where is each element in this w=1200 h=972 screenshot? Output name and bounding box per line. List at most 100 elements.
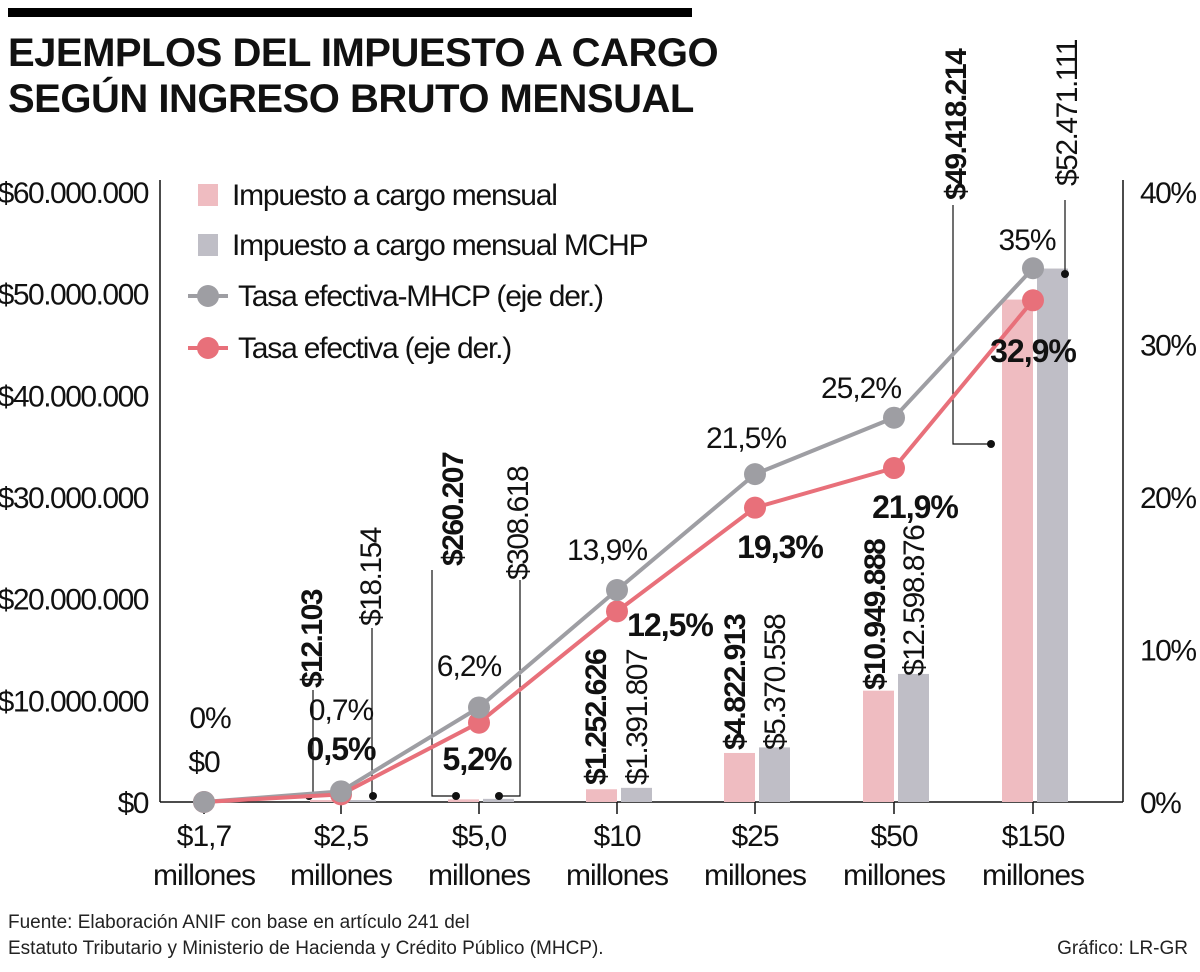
- rate-label-mhcp-3: 13,9%: [567, 534, 647, 567]
- top-rule: [8, 8, 692, 17]
- rate-label-efectiva-6: 32,9%: [990, 333, 1076, 369]
- bar-label-impuesto-2: $260.207: [437, 452, 470, 566]
- point-tasa-efectiva-6: [1022, 289, 1044, 312]
- category-label-0: $1,7: [177, 820, 232, 853]
- rate-label-mhcp-5: 25,2%: [821, 372, 901, 405]
- legend-swatch-impuesto: [198, 184, 218, 206]
- right-tick-label-2: 20%: [1140, 482, 1196, 515]
- bar-mhcp-5: [898, 673, 929, 802]
- category-label-6: $150: [1002, 820, 1065, 853]
- right-tick-label-0: 0%: [1140, 787, 1181, 820]
- category-label-2: $5,0: [452, 820, 507, 853]
- title-line-2: SEGÚN INGRESO BRUTO MENSUAL: [8, 77, 694, 121]
- legend-dot-tasa-efectiva: [197, 337, 219, 359]
- bar-impuesto-4: [724, 752, 755, 802]
- bar-label-mhcp-4: $5.370.558: [759, 614, 792, 750]
- rate-label-mhcp-4: 21,5%: [706, 422, 786, 455]
- bar-label-mhcp-6: $52.471.111: [1051, 39, 1084, 186]
- chart-area: $0 $10.000.000 $20.000.000 $30.000.000 $40.0…: [0, 39, 1198, 892]
- legend-dot-tasa-mhcp: [197, 285, 219, 307]
- leader-49418214-dot: [987, 440, 995, 448]
- point-tasa-mhcp-1: [330, 780, 352, 803]
- rate-label-efectiva-2: 5,2%: [443, 741, 512, 777]
- title-line-1: EJEMPLOS DEL IMPUESTO A CARGO: [8, 31, 719, 75]
- point-tasa-mhcp-6: [1022, 257, 1044, 280]
- point-tasa-mhcp-2: [468, 696, 490, 719]
- left-tick-label-5: $50.000.000: [0, 279, 149, 312]
- category-sublabel-5: millones: [843, 859, 945, 892]
- point-tasa-mhcp-3: [606, 579, 628, 602]
- right-tick-label-4: 40%: [1140, 177, 1196, 210]
- rate-label-efectiva-4: 19,3%: [737, 529, 823, 565]
- leader-308618-line: [500, 580, 521, 797]
- chart-title: EJEMPLOS DEL IMPUESTO A CARGO SEGÚN INGR…: [8, 30, 719, 122]
- rate-label-efectiva-1: 0,5%: [307, 731, 376, 767]
- rate-label-mhcp-6: 35%: [998, 224, 1055, 257]
- leader-52471111-dot: [1061, 270, 1069, 278]
- leader-49418214-line: [952, 205, 990, 445]
- source-note: Fuente: Elaboración ANIF con base en art…: [8, 910, 604, 962]
- left-tick-label-2: $20.000.000: [0, 584, 149, 617]
- bar-impuesto-2: [448, 799, 479, 802]
- rate-label-mhcp-0: 0%: [189, 702, 231, 735]
- leader-260207-dot: [452, 792, 460, 800]
- chart-credit: Gráfico: LR-GR: [1057, 938, 1188, 959]
- bar-impuesto-3: [586, 789, 617, 802]
- bar-label-mhcp-1: $18.154: [355, 527, 388, 626]
- rate-label-efectiva-3: 12,5%: [627, 607, 713, 643]
- bar-mhcp-6: [1037, 268, 1068, 802]
- category-label-5: $50: [870, 820, 917, 853]
- bar-label-impuesto-0: $0: [188, 746, 220, 779]
- rate-label-efectiva-5: 21,9%: [872, 489, 958, 525]
- bar-impuesto-6: [1002, 299, 1033, 802]
- bar-label-impuesto-1: $12.103: [296, 589, 329, 688]
- bar-label-impuesto-3: $1.252.626: [580, 649, 613, 785]
- left-tick-label-6: $60.000.000: [0, 177, 149, 210]
- point-tasa-efectiva-3: [606, 600, 628, 623]
- category-sublabel-3: millones: [566, 859, 668, 892]
- left-tick-label-0: $0: [118, 787, 149, 820]
- bar-label-mhcp-2: $308.618: [502, 466, 535, 580]
- rate-label-mhcp-1: 0,7%: [309, 694, 374, 727]
- legend-label-tasa-mhcp: Tasa efectiva-MHCP (eje der.): [238, 280, 603, 313]
- bar-mhcp-3: [621, 787, 652, 802]
- category-label-4: $25: [731, 820, 778, 853]
- source-line-1: Fuente: Elaboración ANIF con base en art…: [8, 912, 470, 933]
- point-tasa-efectiva-2: [468, 711, 490, 734]
- point-tasa-mhcp-0: [193, 791, 215, 813]
- bar-impuesto-1: [310, 800, 341, 802]
- leader-308618-dot: [495, 792, 503, 800]
- leader-260207-line: [431, 570, 455, 797]
- legend-label-tasa-efectiva: Tasa efectiva (eje der.): [238, 332, 511, 365]
- leader-18154-dot: [369, 792, 377, 800]
- category-sublabel-4: millones: [704, 859, 806, 892]
- point-tasa-efectiva-4: [744, 496, 766, 519]
- left-tick-label-3: $30.000.000: [0, 482, 149, 515]
- bar-label-mhcp-5: $12.598.876: [898, 525, 931, 676]
- point-tasa-mhcp-5: [883, 406, 905, 429]
- legend-swatch-mhcp: [198, 234, 218, 256]
- category-label-3: $10: [593, 820, 640, 853]
- bar-mhcp-4: [759, 747, 790, 802]
- bar-mhcp-1: [345, 800, 376, 802]
- bar-label-mhcp-3: $1.391.807: [621, 649, 654, 785]
- right-tick-label-3: 30%: [1140, 330, 1196, 363]
- category-sublabel-2: millones: [428, 859, 530, 892]
- bar-mhcp-2: [483, 798, 514, 802]
- bar-label-impuesto-4: $4.822.913: [719, 614, 752, 750]
- legend-label-impuesto: Impuesto a cargo mensual: [232, 179, 557, 212]
- category-label-1: $2,5: [314, 820, 369, 853]
- bar-label-impuesto-5: $10.949.888: [859, 539, 892, 690]
- right-tick-label-1: 10%: [1140, 635, 1196, 668]
- category-sublabel-0: millones: [153, 859, 255, 892]
- point-tasa-mhcp-4: [744, 463, 766, 486]
- category-sublabel-1: millones: [290, 859, 392, 892]
- left-tick-label-1: $10.000.000: [0, 685, 149, 718]
- point-tasa-efectiva-5: [883, 457, 905, 480]
- rate-label-mhcp-2: 6,2%: [437, 650, 502, 683]
- bar-impuesto-5: [863, 690, 894, 802]
- left-tick-label-4: $40.000.000: [0, 380, 149, 413]
- category-sublabel-6: millones: [982, 859, 1084, 892]
- legend-label-mhcp: Impuesto a cargo mensual MCHP: [232, 229, 648, 262]
- source-line-2: Estatuto Tributario y Ministerio de Haci…: [8, 938, 604, 959]
